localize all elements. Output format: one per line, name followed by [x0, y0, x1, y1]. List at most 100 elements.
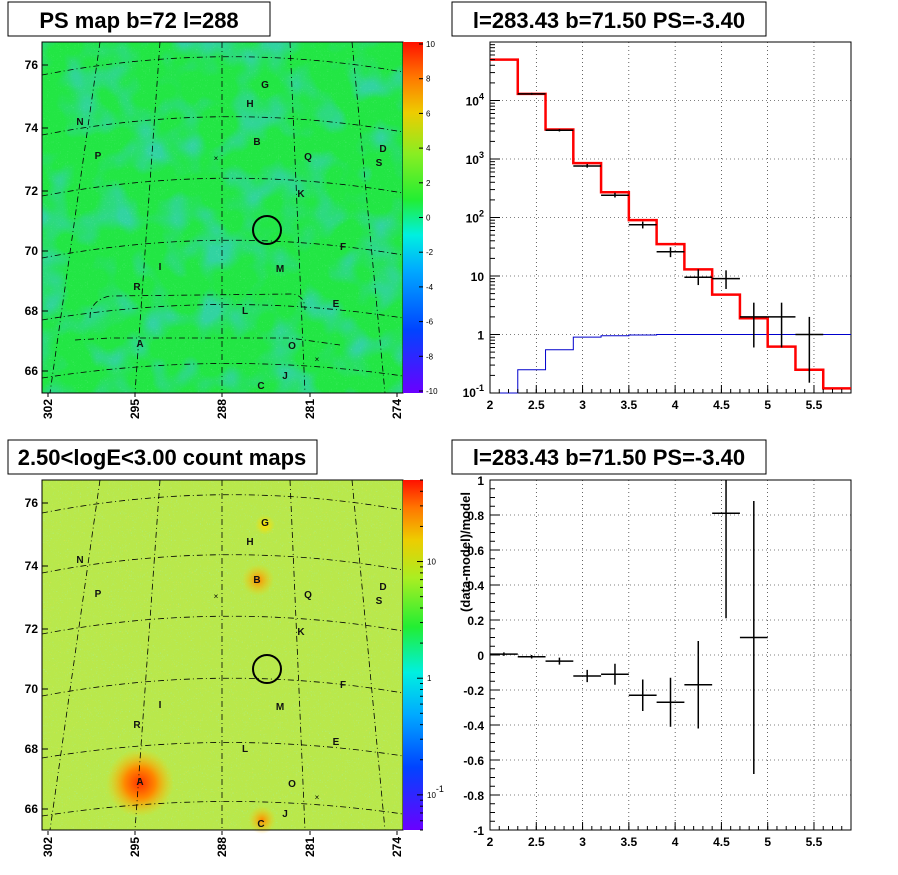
spectrum-title-box: l=283.43 b=71.50 PS=-3.40	[451, 1, 767, 37]
x-tick-label: 4.5	[713, 398, 730, 412]
y-tick-label: 66	[25, 364, 39, 378]
source-label-l: L	[242, 744, 248, 755]
ps-map-grid	[42, 42, 403, 393]
y-tick-label: -0.4	[463, 719, 484, 733]
source-label-r: R	[133, 720, 141, 731]
source-label-s: S	[376, 596, 383, 607]
x-tick-label: 5	[764, 835, 771, 849]
y-tick-label: -0.2	[463, 684, 484, 698]
residual-title-box: l=283.43 b=71.50 PS=-3.40	[451, 439, 767, 475]
source-label-p: P	[95, 589, 102, 600]
x-tick-label: 302	[41, 399, 55, 419]
count-map-title-box: 2.50<logE<3.00 count maps	[7, 439, 318, 475]
count-map-title: 2.50<logE<3.00 count maps	[18, 445, 307, 470]
ps-map-cross-marker-2: ×	[315, 355, 320, 364]
source-label-p: P	[95, 151, 102, 162]
residual-ylabel: (data-model)/model	[458, 492, 473, 612]
y-tick-label: 10	[471, 270, 485, 284]
source-label-o: O	[288, 779, 296, 790]
background-model-line	[490, 334, 851, 394]
colorbar-tick-label: -10	[426, 387, 438, 396]
source-label-j: J	[282, 371, 288, 382]
x-tick-label: 2.5	[528, 835, 545, 849]
y-tick-label: 0.6	[467, 544, 484, 558]
source-label-m: M	[276, 702, 284, 713]
ps-map-colorbar	[403, 42, 423, 393]
source-label-b: B	[253, 575, 260, 586]
source-label-j: J	[282, 809, 288, 820]
count-map-hotspot-g	[255, 515, 275, 535]
residual-panel: 2 2.5 3 3.5 4 4.5 5 5.5 1 0.8 0.6 0.4 0.2 0 -0.2 -0.4 -…	[458, 474, 852, 849]
ps-map-target-circle	[252, 215, 282, 245]
source-label-n: N	[76, 555, 83, 566]
colorbar-tick-label: 0	[426, 214, 431, 223]
source-label-o: O	[288, 341, 296, 352]
y-tick-label: 102	[466, 209, 484, 226]
y-tick-label: 0.8	[467, 509, 484, 523]
source-label-e: E	[333, 299, 340, 310]
source-label-i: I	[159, 262, 162, 273]
y-tick-label: 72	[25, 184, 39, 198]
count-map-target-circle	[252, 654, 282, 684]
y-tick-label: 104	[466, 92, 484, 109]
colorbar-tick-label: 2	[426, 179, 431, 188]
y-tick-label: 70	[25, 244, 39, 258]
source-label-m: M	[276, 264, 284, 275]
x-tick-label: 5	[764, 398, 771, 412]
y-tick-label: -0.8	[463, 789, 484, 803]
source-label-b: B	[253, 137, 260, 148]
source-label-f: F	[340, 242, 346, 253]
source-label-d: D	[379, 144, 386, 155]
spectrum-panel: 2 2.5 3 3.5 4 4.5 5 5.5 10-1 1 10 102 103 104	[463, 41, 852, 412]
x-tick-label: 288	[215, 399, 229, 419]
colorbar-tick-label: 10-1	[427, 784, 444, 800]
y-tick-label: 72	[25, 622, 39, 636]
x-tick-label: 2	[487, 835, 494, 849]
y-tick-label: -0.6	[463, 754, 484, 768]
colorbar-tick-label: 6	[426, 109, 431, 118]
count-map-yellow-noise	[42, 480, 403, 830]
total-model-line	[490, 58, 851, 390]
colorbar-tick-label: -2	[426, 248, 434, 257]
x-tick-label: 4	[672, 835, 679, 849]
x-tick-label: 274	[390, 399, 404, 419]
count-map-cross-marker-2: ×	[315, 793, 320, 802]
y-tick-label: 1	[477, 474, 484, 488]
x-tick-label: 274	[390, 837, 404, 857]
x-tick-label: 3.5	[621, 398, 638, 412]
source-label-n: N	[76, 117, 83, 128]
x-tick-label: 4	[672, 398, 679, 412]
y-tick-label: 0.4	[467, 579, 484, 593]
y-tick-label: 68	[25, 304, 39, 318]
y-tick-label: 66	[25, 802, 39, 816]
colorbar-tick-label: 8	[426, 75, 431, 84]
colorbar-tick-label: -6	[426, 318, 434, 327]
y-tick-label: 74	[25, 559, 39, 573]
source-label-r: R	[133, 282, 141, 293]
source-label-e: E	[333, 737, 340, 748]
y-tick-label: 103	[466, 150, 484, 167]
x-tick-label: 5.5	[806, 398, 823, 412]
x-tick-label: 295	[128, 399, 142, 419]
y-tick-label: 0	[477, 649, 484, 663]
y-tick-label: 1	[477, 329, 484, 343]
colorbar-tick-label: -8	[426, 352, 434, 361]
x-tick-label: 3.5	[621, 835, 638, 849]
count-map-hotspot-c	[248, 806, 276, 834]
source-label-k: K	[297, 189, 305, 200]
x-tick-label: 302	[41, 837, 55, 857]
y-tick-label: 68	[25, 742, 39, 756]
ps-map-title: PS map b=72 l=288	[39, 8, 238, 33]
x-tick-label: 288	[215, 837, 229, 857]
y-tick-label: 70	[25, 682, 39, 696]
count-map-grid	[42, 480, 403, 830]
y-tick-label: -1	[473, 824, 484, 838]
count-map-hotspot-a	[106, 749, 174, 817]
residual-title: l=283.43 b=71.50 PS=-3.40	[473, 445, 745, 470]
source-label-f: F	[340, 680, 346, 691]
x-tick-label: 281	[303, 837, 317, 857]
colorbar-tick-label: 10	[426, 40, 435, 49]
ps-map-title-box: PS map b=72 l=288	[7, 1, 271, 37]
source-label-c: C	[257, 381, 264, 392]
